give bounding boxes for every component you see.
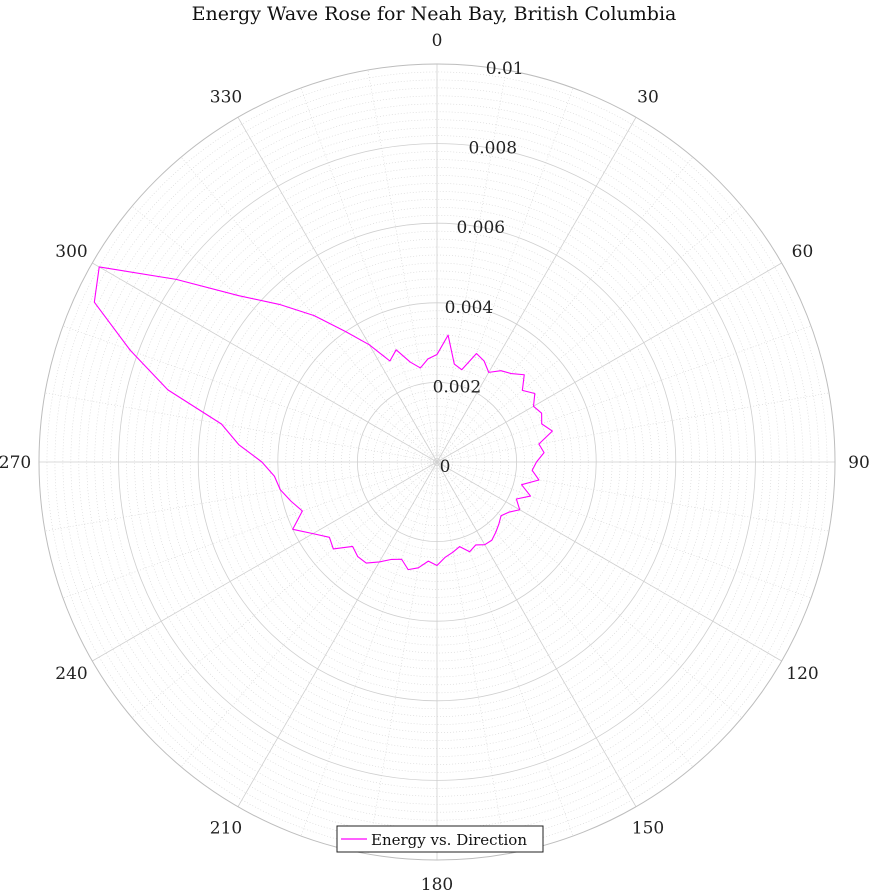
series-line [93,266,553,571]
minor-spoke [180,461,438,768]
major-spoke [237,117,438,463]
major-ring [356,381,517,542]
minor-spoke [436,461,507,855]
r-tick-label: 0.008 [468,139,517,159]
theta-tick-label: 210 [210,819,242,839]
minor-spoke [131,461,438,719]
theta-tick-label: 150 [632,819,664,839]
major-ring [118,143,756,781]
major-spoke [436,117,637,463]
minor-spoke [62,325,438,463]
major-spoke [436,461,782,662]
series-layer [93,266,553,571]
major-spoke [436,461,637,807]
r-tick-label: 0 [440,457,451,477]
minor-spoke [436,69,507,463]
chart-title: Energy Wave Rose for Neah Bay, British C… [192,3,677,25]
major-spoke [436,262,782,463]
major-spoke [237,461,438,807]
theta-tick-label: 60 [792,242,814,262]
minor-spoke [300,87,438,463]
theta-tick-label: 270 [0,453,31,473]
theta-tick-label: 240 [55,664,87,684]
minor-spoke [436,461,830,532]
minor-spoke [436,205,743,463]
minor-spoke [180,156,438,463]
theta-tick-label: 90 [848,453,869,473]
minor-spoke [300,461,438,837]
legend: Energy vs. Direction [336,825,544,853]
legend-box [336,825,544,853]
minor-spoke [367,69,438,463]
minor-spoke [62,461,438,599]
theta-tick-label: 0 [432,31,443,51]
minor-spoke [44,461,438,532]
minor-spoke [436,392,830,463]
angle-tick-labels: 0 30 60 90 120 150 180 210 240 270 300 330 [0,31,869,890]
r-tick-label: 0.006 [456,218,505,238]
theta-tick-label: 120 [786,664,818,684]
legend-label: Energy vs. Direction [371,831,527,849]
minor-spoke [436,461,743,719]
major-ring [277,302,597,622]
minor-spoke [436,325,812,463]
major-ring [197,222,677,702]
theta-tick-label: 180 [421,875,453,890]
minor-spoke [44,392,438,463]
minor-spoke [436,461,694,768]
theta-tick-label: 30 [637,88,659,108]
minor-spoke [367,461,438,855]
r-tick-label: 0.01 [486,59,524,79]
polar-grid [38,63,836,861]
minor-spoke [436,156,694,463]
r-tick-label: 0.002 [433,377,482,397]
r-tick-label: 0.004 [445,298,494,318]
major-spoke [92,262,438,463]
theta-tick-label: 300 [55,242,87,262]
minor-spoke [131,205,438,463]
major-spoke [92,461,438,662]
minor-spoke [436,461,812,599]
minor-spoke [436,461,574,837]
minor-spoke [436,87,574,463]
major-ring [38,63,836,861]
radius-tick-labels: 0 0.002 0.004 0.006 0.008 0.01 [433,59,524,477]
theta-tick-label: 330 [210,88,242,108]
